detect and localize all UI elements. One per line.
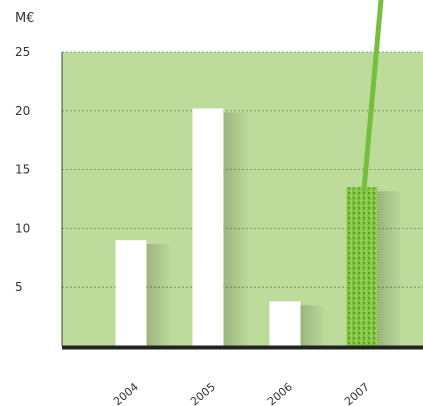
bar-2004: [115, 240, 147, 346]
bar-shadow: [223, 112, 250, 346]
trend-line: [361, 0, 384, 192]
bars: [115, 108, 404, 346]
trend-arrow: [361, 0, 384, 192]
bar-2007: [346, 187, 378, 346]
y-tick-label: 15: [15, 163, 30, 177]
x-tick-label: 2007: [342, 380, 372, 406]
bar-shadow: [377, 191, 404, 346]
bar-shadow: [146, 244, 173, 346]
bar-2006: [269, 301, 301, 346]
bar-2005: [192, 108, 224, 346]
x-tick-label: 2005: [188, 380, 218, 406]
x-tick-label: 2006: [265, 380, 295, 406]
bar-shadow: [300, 305, 327, 346]
y-tick-label: 10: [15, 221, 30, 235]
unit-label: M€: [15, 11, 35, 26]
x-tick-label: 2004: [111, 380, 141, 406]
y-tick-label: 20: [15, 104, 30, 118]
y-tick-label: 5: [15, 280, 23, 294]
y-tick-label: 25: [15, 45, 30, 59]
